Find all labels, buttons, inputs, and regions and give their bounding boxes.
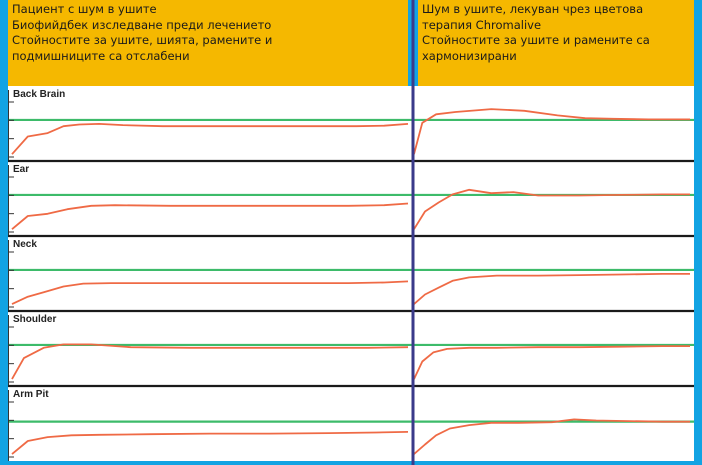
trace-before-shoulder — [11, 343, 409, 380]
trace-after-back-brain — [413, 108, 690, 155]
panel-label-ear: Ear — [13, 164, 29, 175]
trace-before-arm-pit — [11, 431, 409, 455]
caption-before-line-2: Биофийдбек изследване преди лечението — [12, 17, 272, 32]
panel-label-arm-pit: Arm Pit — [13, 389, 49, 400]
caption-after-line-3: Стойностите за ушите и рамените са — [422, 33, 650, 47]
panel-label-shoulder: Shoulder — [13, 314, 56, 325]
panel-label-neck: Neck — [13, 239, 37, 250]
caption-after-line-1: Шум в ушите, лекуван чрез цветова — [422, 2, 644, 16]
trace-before-ear — [11, 202, 409, 230]
caption-before-treatment: Пациент с шум в ушите Биофийдбек изследв… — [8, 0, 408, 86]
caption-after-line-2: терапия Chromalive — [422, 17, 542, 32]
caption-before-line-4: подмишниците са отслабени — [12, 48, 190, 63]
caption-after-treatment: Шум в ушите, лекуван чрез цветова терапи… — [418, 0, 694, 86]
caption-after-line-4: хармонизирани — [422, 48, 517, 63]
trace-before-back-brain — [11, 123, 409, 155]
caption-before-line-1: Пациент с шум в ушите — [12, 2, 157, 16]
trace-before-neck — [11, 280, 409, 305]
trace-after-ear — [413, 188, 690, 230]
trace-after-shoulder — [413, 345, 690, 380]
trace-after-neck — [413, 273, 690, 305]
plot-background — [8, 86, 694, 461]
panel-label-back-brain: Back Brain — [13, 89, 65, 100]
caption-before-line-3: Стойностите за ушите, шията, рамените и — [12, 33, 273, 47]
trace-after-arm-pit — [413, 418, 690, 455]
